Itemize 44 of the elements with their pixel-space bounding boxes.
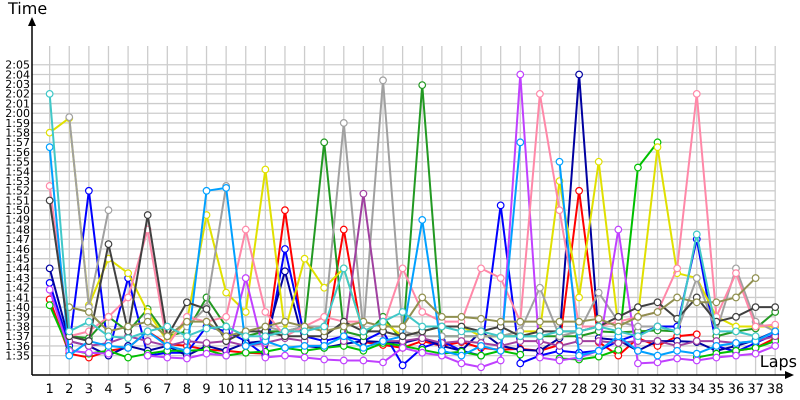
x-tick-label: 6 [144,382,152,397]
x-tick-label: 26 [532,382,548,397]
x-tick-label: 3 [84,382,94,397]
x-tick-label: 37 [747,382,764,397]
x-tick-label: 30 [610,382,627,397]
x-tick-label: 32 [649,382,666,397]
x-tick-label: 8 [182,382,192,397]
x-tick-label: 16 [336,382,352,397]
x-tick-label: 29 [590,382,607,397]
y-tick-label: 1:46 [5,242,30,256]
x-tick-label: 5 [124,382,132,397]
x-tick-label: 17 [355,382,372,397]
x-tick-label: 33 [668,382,686,397]
y-tick-label: 1:58 [5,126,30,140]
x-tick-label: 18 [374,382,392,397]
x-tick-label: 27 [551,382,568,397]
x-tick-label: 14 [296,382,313,397]
x-axis-title: Laps [760,352,797,371]
x-tick-label: 10 [218,382,234,397]
x-tick-label: 34 [688,382,706,397]
x-tick-label: 25 [512,382,529,397]
x-tick-label: 1 [46,382,54,397]
x-tick-label: 21 [434,382,450,397]
x-tick-label: 24 [492,382,509,397]
y-tick-label: 1:35 [5,349,30,362]
x-tick-label: 15 [316,382,332,397]
y-tick-label: 1:48 [5,223,30,236]
y-axis-title: Time [7,0,48,18]
x-tick-label: 35 [708,382,725,397]
x-tick-label: 20 [414,382,430,397]
x-tick-label: 9 [202,382,211,397]
x-tick-label: 36 [728,382,744,397]
x-tick-label: 38 [766,382,784,397]
x-tick-label: 13 [276,382,294,397]
x-tick-label: 7 [163,382,172,397]
x-tick-label: 19 [394,382,411,397]
x-tick-label: 2 [65,382,74,397]
x-tick-label: 11 [237,382,254,397]
x-tick-label: 22 [453,382,470,397]
x-tick-label: 28 [570,382,588,397]
x-tick-label: 23 [472,382,490,397]
x-tick-label: 31 [630,382,646,397]
x-tick-label: 4 [104,382,113,397]
x-tick-label: 12 [257,382,274,397]
